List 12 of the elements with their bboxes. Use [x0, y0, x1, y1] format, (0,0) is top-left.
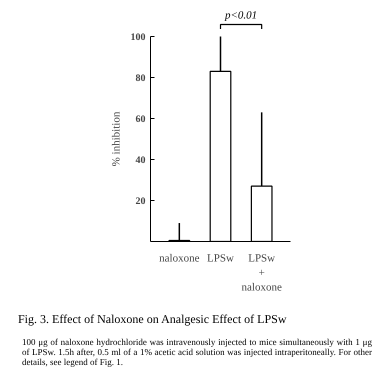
y-axis-title: % inhibition: [110, 111, 122, 166]
y-tick-label: 100: [130, 32, 146, 43]
y-tick-label: 60: [136, 114, 146, 125]
y-tick-label: 20: [136, 196, 146, 207]
text: 100 μg of naloxone hydrochloride was intravenously injected to mice simultaneously with 1 μg of LPSw. 1.5h after, 0.5 ml of a 1% acetic acid solution was injected intraperitoneally. For other details, see legend of Fig. 1.: [22, 337, 372, 368]
x-tick-label: LPSw + naloxone: [242, 252, 282, 294]
x-tick-label: naloxone: [159, 252, 200, 264]
x-tick-label: LPSw: [207, 252, 234, 264]
text: p<0.01: [224, 10, 258, 22]
y-tick-label: 40: [136, 155, 146, 166]
text: Fig. 3. Effect of Naloxone on Analgesic Effect of LPSw: [18, 311, 286, 328]
y-tick-label: 80: [136, 73, 146, 84]
